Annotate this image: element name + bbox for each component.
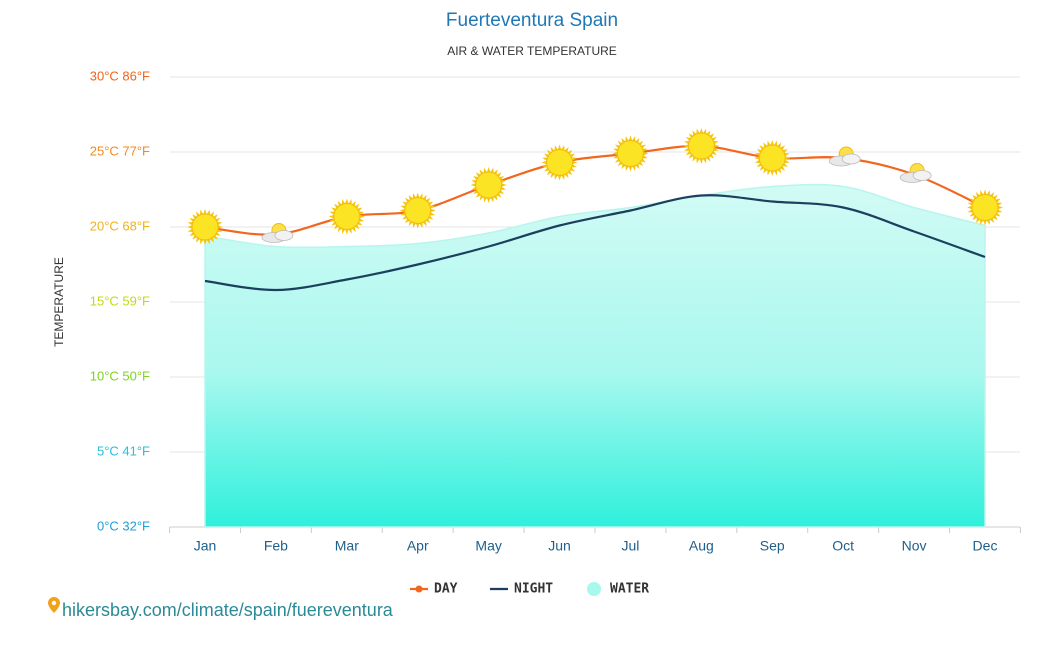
day-marker xyxy=(470,167,507,203)
day-marker xyxy=(967,189,1003,226)
sun-disc xyxy=(333,203,361,230)
x-tick-label: Jan xyxy=(194,538,217,554)
y-tick-label: 5°C 41°F xyxy=(97,443,150,458)
x-tick-label: Jul xyxy=(622,538,640,554)
day-marker xyxy=(828,146,861,167)
day-marker xyxy=(754,140,791,176)
pin-hole xyxy=(51,600,57,606)
cloud xyxy=(274,230,294,241)
day-marker xyxy=(541,144,578,181)
day-marker xyxy=(261,223,294,243)
cloud xyxy=(841,153,861,165)
source-link: hikersbay.com/climate/spain/fuereventura xyxy=(62,600,394,620)
x-tick-label: Sep xyxy=(760,538,785,554)
x-tick-label: Mar xyxy=(335,538,359,554)
legend-dot xyxy=(415,585,423,593)
x-tick-label: Oct xyxy=(832,538,854,554)
y-tick-label: 10°C 50°F xyxy=(90,368,150,383)
chart-title: Fuerteventura Spain xyxy=(446,10,618,31)
sun-disc xyxy=(971,194,999,221)
sun-disc xyxy=(687,132,715,160)
sun-disc xyxy=(758,144,786,172)
day-marker xyxy=(683,128,720,164)
y-tick-label: 15°C 59°F xyxy=(90,293,150,308)
legend-label: NIGHT xyxy=(514,582,553,597)
legend-swatch xyxy=(587,582,601,596)
sun-disc xyxy=(191,213,219,241)
chart-subtitle: AIR & WATER TEMPERATURE xyxy=(447,44,617,58)
day-marker xyxy=(612,135,649,172)
sun-disc xyxy=(616,140,644,167)
day-marker xyxy=(187,209,223,245)
day-marker xyxy=(399,192,436,229)
y-tick-label: 20°C 68°F xyxy=(90,218,150,233)
x-tick-label: May xyxy=(475,538,501,554)
sun-disc xyxy=(546,149,574,176)
x-tick-label: Jun xyxy=(548,538,571,554)
water-area xyxy=(204,183,986,528)
x-tick-label: Nov xyxy=(902,538,927,554)
legend-label: DAY xyxy=(434,582,458,597)
sun-disc xyxy=(404,197,432,224)
x-tick-label: Apr xyxy=(407,538,429,554)
x-tick-label: Feb xyxy=(264,538,288,554)
y-tick-label: 0°C 32°F xyxy=(97,518,150,533)
x-tick-label: Aug xyxy=(689,538,714,554)
y-axis-label: TEMPERATURE xyxy=(52,257,66,347)
y-tick-label: 30°C 86°F xyxy=(90,68,150,83)
cloud xyxy=(912,170,932,181)
legend-label: WATER xyxy=(610,582,649,597)
night-line xyxy=(204,194,986,292)
x-tick-label: Dec xyxy=(973,538,998,554)
day-marker xyxy=(899,163,932,183)
day-marker xyxy=(328,198,365,235)
sun-disc xyxy=(475,171,503,199)
y-tick-label: 25°C 77°F xyxy=(90,143,150,158)
